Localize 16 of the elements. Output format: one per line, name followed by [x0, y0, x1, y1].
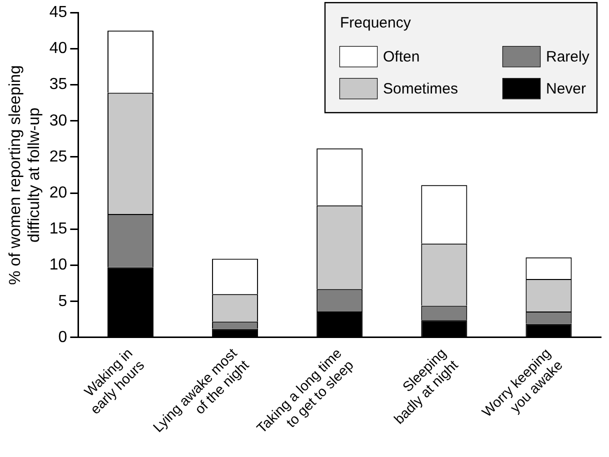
y-tick-label: 40 [49, 40, 68, 58]
y-tick-label: 10 [49, 256, 68, 274]
y-tick-label: 5 [58, 292, 68, 310]
y-tick-label: 0 [58, 328, 68, 346]
y-tick-label: 20 [49, 184, 68, 202]
legend-label: Sometimes [383, 80, 458, 98]
legend-title: Frequency [340, 14, 412, 32]
y-tick-label: 30 [49, 112, 68, 130]
legend-label: Often [383, 48, 420, 66]
y-tick-label: 15 [49, 220, 68, 238]
y-tick-label: 25 [49, 148, 68, 166]
legend-label: Never [546, 80, 586, 98]
y-tick-label: 45 [49, 4, 68, 22]
legend-label: Rarely [546, 48, 590, 66]
y-axis-title: % of women reporting sleeping difficulty at follw-up [7, 65, 44, 285]
y-tick-label: 35 [49, 76, 68, 94]
